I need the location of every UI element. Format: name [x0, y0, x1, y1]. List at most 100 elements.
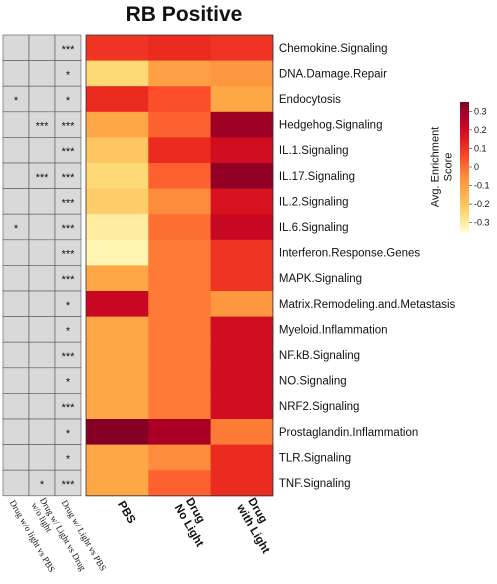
heatmap-cell — [210, 444, 274, 471]
row-label: Chemokine.Signaling — [279, 43, 388, 55]
heatmap-cell — [86, 265, 149, 292]
heatmap-cells — [85, 34, 274, 497]
significance-cell — [28, 418, 56, 445]
heatmap-cell — [86, 444, 149, 471]
heatmap-border — [85, 34, 274, 497]
heatmap-cell — [148, 188, 212, 215]
significance-marker: * — [66, 300, 71, 312]
heatmap-cell — [148, 291, 212, 318]
heatmap-cell — [86, 367, 149, 394]
heatmap-cell — [210, 316, 274, 343]
row-label: NF.kB.Signaling — [279, 350, 360, 362]
significance-cell — [28, 290, 56, 317]
colorbar: 0.3 0.2 0.1 0 -0.1 -0.2 -0.3 Avg. Enrichment Sco… — [430, 102, 490, 232]
heatmap-cell — [148, 316, 212, 343]
significance-marker: * — [66, 95, 71, 107]
heatmap-cell — [210, 470, 274, 497]
heatmap-cell — [148, 163, 212, 190]
significance-marker: * — [66, 428, 71, 440]
heatmap-cell — [86, 86, 149, 113]
significance-marker: *** — [62, 479, 76, 491]
heatmap-cell — [210, 60, 274, 87]
heatmap-cell — [86, 137, 149, 164]
colorbar-tick-label: -0.1 — [474, 181, 490, 191]
heatmap-cell — [210, 265, 274, 292]
colorbar-tick-label: 0.2 — [474, 125, 487, 135]
row-label: NO.Signaling — [279, 376, 347, 388]
significance-cell — [2, 137, 30, 164]
colorbar-title-line: Avg. Enrichment — [430, 127, 442, 208]
heatmap-cell — [210, 188, 274, 215]
heatmap-cell — [86, 419, 149, 446]
significance-cell — [2, 265, 30, 292]
significance-marker: *** — [36, 172, 50, 184]
row-label: Prostaglandin.Inflammation — [279, 427, 418, 439]
significance-cell — [54, 418, 82, 445]
significance-cell — [2, 316, 30, 343]
significance-cell — [2, 469, 30, 497]
heatmap-cell — [148, 265, 212, 292]
significance-marker: * — [66, 69, 71, 81]
colorbar-gradient — [460, 102, 469, 232]
heatmap-cell — [148, 419, 212, 446]
heatmap-cell — [210, 291, 274, 318]
significance-cell — [28, 469, 56, 497]
significance-cell — [54, 367, 82, 394]
significance-marker: *** — [62, 197, 76, 209]
heatmap-cell — [148, 214, 212, 241]
heatmap-cell — [148, 60, 212, 87]
heatmap-cell — [86, 470, 149, 497]
row-label: TLR.Signaling — [279, 452, 351, 464]
colorbar-title: Avg. Enrichment Score — [430, 127, 455, 208]
heatmap-cell — [210, 393, 274, 420]
significance-cell — [28, 444, 56, 471]
row-label: NRF2.Signaling — [279, 401, 360, 413]
column-label-line: PBS — [115, 499, 137, 526]
colorbar-tick-label: 0.3 — [474, 106, 487, 116]
significance-marker: * — [66, 325, 71, 337]
heatmap-cell — [148, 444, 212, 471]
colorbar-tick-label: -0.3 — [474, 218, 490, 228]
row-label: Interferon.Response.Genes — [279, 248, 421, 260]
significance-marker: *** — [62, 146, 76, 158]
significance-cell — [54, 188, 82, 215]
row-label: DNA.Damage.Repair — [279, 68, 387, 80]
significance-marker: *** — [62, 274, 76, 286]
significance-cell — [2, 34, 30, 61]
row-label: Hedgehog.Signaling — [279, 120, 383, 132]
heatmap-cell — [148, 470, 212, 497]
significance-marker: * — [14, 95, 19, 107]
colorbar-tick-label: 0 — [474, 162, 479, 172]
significance-grid: ***** **** ********* ******* ***************… — [2, 34, 82, 497]
significance-cell — [54, 316, 82, 343]
column-label: PBS — [115, 499, 137, 526]
colorbar-title-line: Score — [443, 153, 455, 182]
significance-marker: *** — [62, 121, 76, 133]
significance-marker: *** — [62, 351, 76, 363]
significance-marker: *** — [62, 223, 76, 235]
significance-cell — [28, 213, 56, 241]
significance-marker: *** — [62, 172, 76, 184]
heatmap-cell — [86, 239, 149, 266]
row-label: Matrix.Remodeling.and.Metastasis — [279, 299, 456, 311]
significance-marker: * — [66, 377, 71, 389]
significance-cell — [2, 111, 30, 138]
colorbar-tick-label: -0.2 — [474, 199, 490, 209]
heatmap-cell — [86, 342, 149, 369]
heatmap-cell — [210, 342, 274, 369]
heatmap-cell — [148, 367, 212, 394]
significance-cell — [28, 137, 56, 164]
row-label: IL.6.Signaling — [279, 222, 349, 234]
heatmap-cell — [210, 137, 274, 164]
heatmap-cell — [86, 163, 149, 190]
significance-marker: *** — [36, 121, 50, 133]
heatmap-cell — [210, 35, 274, 62]
heatmap-cell — [86, 60, 149, 87]
significance-cell — [2, 290, 30, 317]
heatmap-cell — [86, 35, 149, 62]
significance-cell — [2, 418, 30, 445]
heatmap-cell — [148, 393, 212, 420]
